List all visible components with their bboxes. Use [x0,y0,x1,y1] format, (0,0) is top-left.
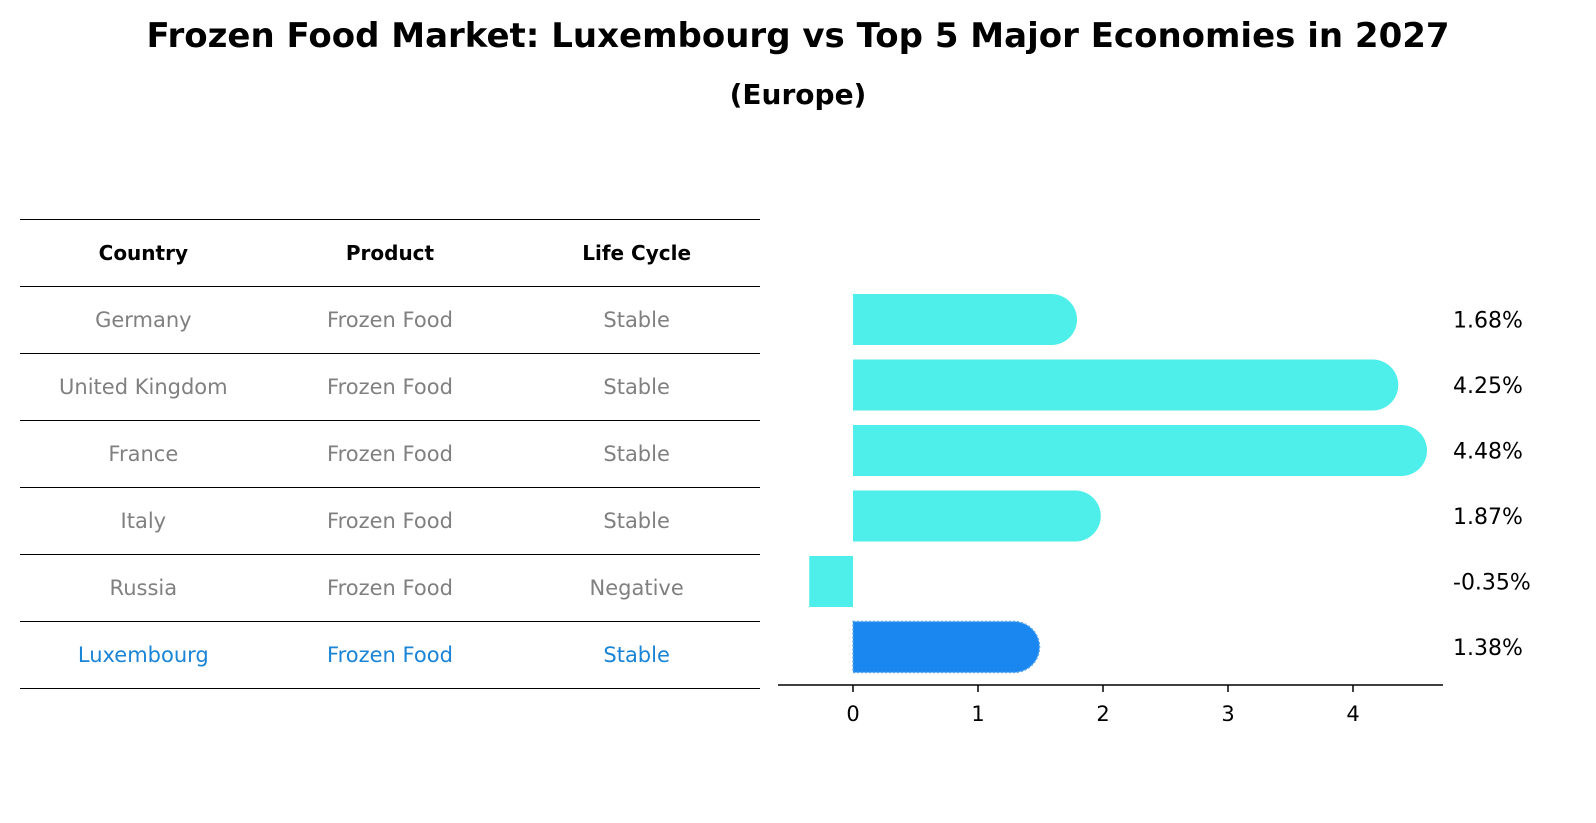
table-row: France Frozen Food Stable [20,420,760,487]
header-country: Country [98,241,188,265]
data-label: 1.87% [1453,505,1523,530]
cell-life-cycle: Stable [603,308,670,332]
table-row: Italy Frozen Food Stable [20,487,760,554]
chart-title: Frozen Food Market: Luxembourg vs Top 5 … [146,16,1450,56]
cell-product: Frozen Food [327,576,453,600]
bar-united-kingdom [853,359,1399,411]
table-row: Russia Frozen Food Negative [20,554,760,621]
cell-country: Russia [109,576,178,600]
cell-country: Luxembourg [77,643,209,667]
table-row-highlight: Luxembourg Frozen Food Stable [20,621,760,689]
cell-life-cycle: Stable [603,509,670,533]
cell-product: Frozen Food [327,442,453,466]
bar-chart: 1.68% 4.25% 4.48% 1.87% -0.35% 1.38% 0 1 2 3 4 [778,294,1531,726]
data-label: 4.48% [1453,440,1523,465]
data-label: -0.35% [1453,571,1531,596]
bar-france [853,425,1428,476]
cell-product: Frozen Food [327,643,453,667]
cell-life-cycle: Negative [589,576,684,600]
bar-germany [853,294,1078,345]
data-label: 1.38% [1453,636,1523,661]
cell-country: United Kingdom [59,375,228,399]
x-tick-label: 1 [971,702,984,726]
bar-luxembourg [852,620,1041,674]
x-tick-label: 0 [846,702,859,726]
table-row: United Kingdom Frozen Food Stable [20,353,760,420]
data-label: 1.68% [1453,309,1523,334]
x-tick-label: 3 [1221,702,1234,726]
x-tick-label: 4 [1346,702,1359,726]
data-table: Country Product Life Cycle Germany Froze… [20,219,760,689]
cell-life-cycle: Stable [603,442,670,466]
cell-product: Frozen Food [327,509,453,533]
cell-life-cycle: Stable [603,643,670,667]
cell-country: Italy [120,509,167,533]
table-header-row: Country Product Life Cycle [20,219,760,286]
x-tick-label: 2 [1096,702,1109,726]
bar-italy [853,490,1101,542]
cell-country: Germany [95,308,192,332]
cell-country: France [108,442,179,466]
bar-russia [809,556,853,607]
chart-subtitle: (Europe) [729,78,867,111]
cell-product: Frozen Food [327,308,453,332]
data-label: 4.25% [1453,374,1523,399]
cell-product: Frozen Food [327,375,453,399]
cell-life-cycle: Stable [603,375,670,399]
header-product: Product [345,241,435,265]
header-life-cycle: Life Cycle [582,241,692,265]
table-row: Germany Frozen Food Stable [20,286,760,353]
